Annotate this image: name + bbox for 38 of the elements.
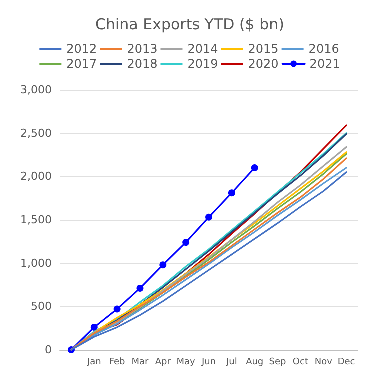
legend-label: 2012 bbox=[66, 42, 98, 56]
x-tick-label: Jan bbox=[86, 358, 102, 368]
legend-label: 2017 bbox=[66, 57, 98, 71]
point bbox=[182, 239, 190, 246]
point bbox=[228, 190, 236, 197]
legend-label: 2020 bbox=[248, 57, 279, 71]
legend-label: 2014 bbox=[188, 42, 218, 56]
point bbox=[160, 262, 167, 269]
y-tick-label: 500 bbox=[31, 300, 52, 314]
y-tick-label: 0 bbox=[45, 344, 52, 356]
legend-label: 2019 bbox=[188, 57, 218, 71]
y-tick-label: 1,000 bbox=[20, 256, 52, 270]
x-tick-label: Feb bbox=[109, 358, 126, 368]
legend-label: 2013 bbox=[127, 42, 158, 56]
chart-title: China Exports YTD ($ bn) bbox=[96, 16, 284, 34]
legend-label: 2018 bbox=[127, 57, 158, 71]
x-tick-label: Dec bbox=[338, 358, 356, 368]
x-tick-label: Aug bbox=[246, 358, 264, 368]
x-tick-label: May bbox=[176, 358, 196, 368]
x-tick-label: Jun bbox=[200, 358, 216, 368]
legend-label: 2021 bbox=[310, 57, 340, 71]
point bbox=[114, 306, 121, 313]
y-tick-label: 3,000 bbox=[20, 84, 52, 96]
y-tick-label: 2,500 bbox=[20, 126, 52, 140]
y-tick-label: 2,000 bbox=[20, 170, 52, 184]
x-tick-label: Jul bbox=[225, 358, 238, 368]
x-tick-label: Apr bbox=[155, 358, 172, 368]
point bbox=[90, 324, 98, 331]
legend-label: 2016 bbox=[308, 42, 340, 56]
point bbox=[136, 284, 144, 292]
x-tick-label: Sep bbox=[269, 358, 287, 368]
legend-label: 2015 bbox=[248, 42, 279, 56]
x-tick-label: Oct bbox=[292, 358, 309, 368]
y-tick-label: 1,500 bbox=[20, 214, 52, 226]
x-tick-label: Nov bbox=[314, 358, 334, 368]
point bbox=[251, 164, 258, 172]
point bbox=[206, 214, 212, 221]
x-tick-label: Mar bbox=[132, 358, 150, 368]
